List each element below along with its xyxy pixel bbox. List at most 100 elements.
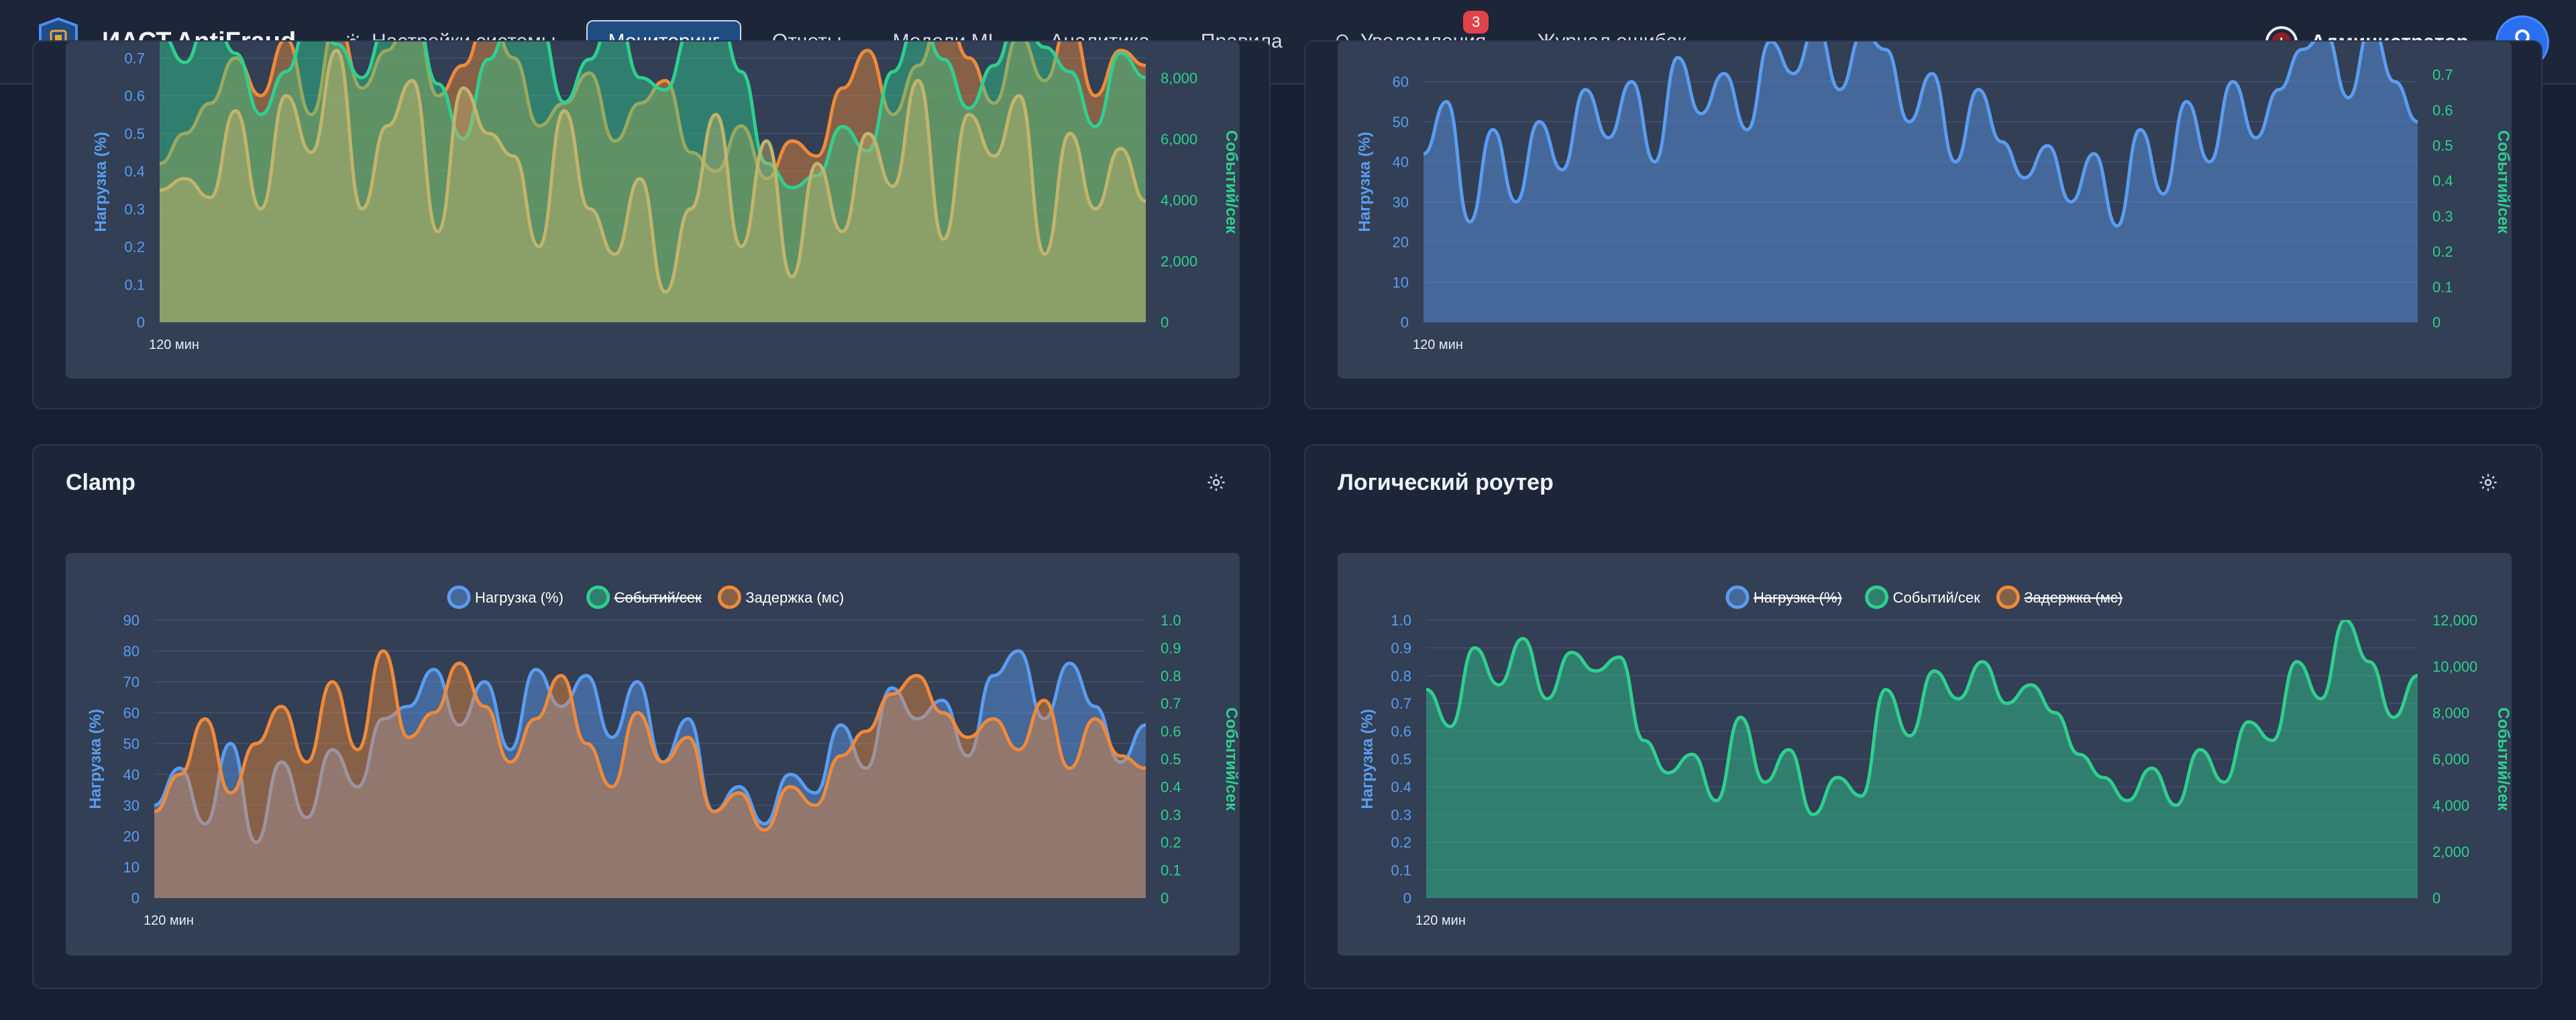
right-tick-label: 2,000 bbox=[2432, 844, 2469, 860]
left-tick-label: 30 bbox=[1393, 194, 1409, 211]
x-axis-label: 120 мин bbox=[149, 338, 199, 352]
x-axis-label: 120 мин bbox=[144, 913, 194, 928]
right-tick-label: 4,000 bbox=[1161, 192, 1197, 209]
left-axis-label: Нагрузка (%) bbox=[1356, 132, 1374, 232]
left-tick-label: 10 bbox=[123, 859, 140, 876]
left-tick-label: 1.0 bbox=[1391, 612, 1411, 629]
right-tick-label: 0.6 bbox=[1161, 723, 1181, 740]
panel-settings-gear-icon[interactable] bbox=[2478, 472, 2498, 493]
left-tick-label: 50 bbox=[1393, 113, 1409, 130]
right-tick-label: 12,000 bbox=[2432, 612, 2477, 629]
legend-label: Задержка (мс) bbox=[745, 589, 844, 606]
legend-marker bbox=[1996, 585, 2020, 609]
left-tick-label: 30 bbox=[123, 797, 140, 814]
panel-title-clamp: Clamp bbox=[66, 470, 136, 495]
series-line-Нагрузка (%) bbox=[1424, 42, 2418, 228]
legend-label: Нагрузка (%) bbox=[1754, 589, 1842, 606]
legend-label: Задержка (мс) bbox=[2024, 589, 2123, 606]
right-tick-label: 0.9 bbox=[1161, 640, 1181, 656]
right-axis-label: Событий/сек bbox=[2494, 130, 2512, 234]
chart-area-2: 0 10 20 30 40 50 60 0 0.1 0.2 0.3 0.4 0.5 0.6 0.7 Нагру… bbox=[1338, 42, 2512, 378]
legend-label: Событий/сек bbox=[1893, 589, 1981, 606]
panel-settings-gear-icon[interactable] bbox=[1206, 472, 1226, 493]
chart-area-clamp: 0 10 20 30 40 50 60 70 80 90 0 0.1 0.2 0.3 0.4 0.5 0.6 0.… bbox=[66, 553, 1240, 956]
chart-svg-logical-router: 0 0.1 0.2 0.3 0.4 0.5 0.6 0.7 0.8 0.9 1.0 0 2,000 4,0… bbox=[1358, 585, 2512, 928]
right-tick-label: 4,000 bbox=[2432, 797, 2469, 814]
series-group bbox=[1426, 620, 2418, 898]
right-tick-label: 0.7 bbox=[2432, 66, 2453, 83]
chart-panel-logical-router: Логический роутер 0 0.1 0.2 0.3 0.4 0.5 0.6 0.7… bbox=[1304, 444, 2542, 989]
left-tick-label: 0 bbox=[1403, 890, 1411, 907]
series-line-Нагрузка (%) bbox=[160, 48, 1146, 294]
left-tick-label: 0.5 bbox=[1391, 751, 1411, 768]
series-line-Событий/сек bbox=[168, 42, 1146, 190]
right-tick-label: 6,000 bbox=[1161, 131, 1197, 148]
right-tick-label: 0.8 bbox=[1161, 668, 1181, 684]
left-tick-label: 0.1 bbox=[124, 276, 145, 293]
chart-panel-clamp: Clamp 0 10 20 30 40 50 60 70 80 90 0 0.1 0.2 0.3 0.4 0.… bbox=[32, 444, 1271, 989]
chart-area-1: 0 0.1 0.2 0.3 0.4 0.5 0.6 0.7 0 2,000 4,000 6,000 8,… bbox=[66, 42, 1240, 378]
chart-svg-clamp: 0 10 20 30 40 50 60 70 80 90 0 0.1 0.2 0.3 0.4 0.5 0.6 0.… bbox=[87, 585, 1240, 928]
left-tick-label: 0.2 bbox=[124, 239, 145, 256]
right-tick-label: 1.0 bbox=[1161, 612, 1181, 629]
left-tick-label: 0.7 bbox=[124, 50, 145, 66]
right-tick-label: 0 bbox=[2432, 890, 2440, 907]
right-tick-label: 2,000 bbox=[1161, 253, 1197, 270]
left-axis-label: Нагрузка (%) bbox=[1358, 709, 1377, 809]
series-group bbox=[160, 42, 1146, 322]
right-tick-label: 0 bbox=[1161, 890, 1169, 907]
left-tick-label: 0 bbox=[1401, 314, 1409, 331]
left-tick-label: 20 bbox=[1393, 234, 1409, 251]
left-tick-label: 0.3 bbox=[1391, 807, 1411, 823]
series-group bbox=[154, 649, 1146, 898]
right-tick-label: 0.6 bbox=[2432, 102, 2453, 119]
left-tick-label: 40 bbox=[1393, 154, 1409, 170]
right-tick-label: 0.1 bbox=[2432, 278, 2453, 295]
left-tick-label: 0 bbox=[137, 314, 145, 331]
series-area-Задержка (мс) bbox=[154, 651, 1146, 898]
right-axis-label: Событий/сек bbox=[1222, 707, 1240, 811]
left-axis-label: Нагрузка (%) bbox=[87, 709, 105, 809]
left-tick-label: 40 bbox=[123, 766, 140, 783]
legend-marker bbox=[1865, 585, 1889, 609]
series-line-Событий/сек bbox=[1426, 620, 2418, 817]
chart-panel-2: 0 10 20 30 40 50 60 0 0.1 0.2 0.3 0.4 0.5 0.6 0.7 Нагру… bbox=[1304, 40, 2542, 409]
right-tick-label: 6,000 bbox=[2432, 751, 2469, 768]
left-tick-label: 0.6 bbox=[1391, 723, 1411, 740]
left-tick-label: 90 bbox=[123, 612, 140, 629]
series-area-Нагрузка (%) bbox=[160, 50, 1146, 322]
x-axis-label: 120 мин bbox=[1413, 338, 1463, 352]
right-tick-label: 0.3 bbox=[1161, 807, 1181, 823]
left-tick-label: 80 bbox=[123, 643, 140, 660]
chart-svg-1: 0 0.1 0.2 0.3 0.4 0.5 0.6 0.7 0 2,000 4,000 6,000 8,… bbox=[92, 42, 1240, 352]
legend-label: Событий/сек bbox=[614, 589, 702, 606]
legend-marker bbox=[586, 585, 610, 609]
left-tick-label: 0.1 bbox=[1391, 862, 1411, 879]
right-tick-label: 0.5 bbox=[1161, 751, 1181, 768]
chart-area-logical-router: 0 0.1 0.2 0.3 0.4 0.5 0.6 0.7 0.8 0.9 1.0 0 2,000 4,0… bbox=[1338, 553, 2512, 956]
left-tick-label: 50 bbox=[123, 735, 140, 752]
right-axis-label: Событий/сек bbox=[2494, 707, 2512, 811]
legend-marker bbox=[717, 585, 741, 609]
legend-marker bbox=[1725, 585, 1750, 609]
right-tick-label: 0.4 bbox=[2432, 172, 2453, 189]
left-tick-label: 0.2 bbox=[1391, 834, 1411, 851]
left-tick-label: 70 bbox=[123, 674, 140, 691]
left-axis-label: Нагрузка (%) bbox=[92, 132, 110, 232]
legend-label: Нагрузка (%) bbox=[475, 589, 564, 606]
left-tick-label: 60 bbox=[123, 705, 140, 721]
right-tick-label: 10,000 bbox=[2432, 658, 2477, 675]
left-tick-label: 0.4 bbox=[1391, 778, 1411, 795]
series-area-Событий/сек bbox=[1426, 620, 2418, 898]
series-area-Нагрузка (%) bbox=[154, 651, 1146, 898]
left-tick-label: 60 bbox=[1393, 74, 1409, 91]
chart-svg-2: 0 10 20 30 40 50 60 0 0.1 0.2 0.3 0.4 0.5 0.6 0.7 Нагру… bbox=[1356, 42, 2512, 352]
right-tick-label: 0.7 bbox=[1161, 695, 1181, 712]
right-tick-label: 0.2 bbox=[1161, 834, 1181, 851]
panel-title-logical-router: Логический роутер bbox=[1338, 470, 1554, 495]
right-tick-label: 0.4 bbox=[1161, 778, 1181, 795]
right-tick-label: 0.3 bbox=[2432, 208, 2453, 225]
series-group bbox=[1424, 42, 2418, 322]
right-tick-label: 0.2 bbox=[2432, 244, 2453, 260]
right-tick-label: 0.5 bbox=[2432, 137, 2453, 154]
